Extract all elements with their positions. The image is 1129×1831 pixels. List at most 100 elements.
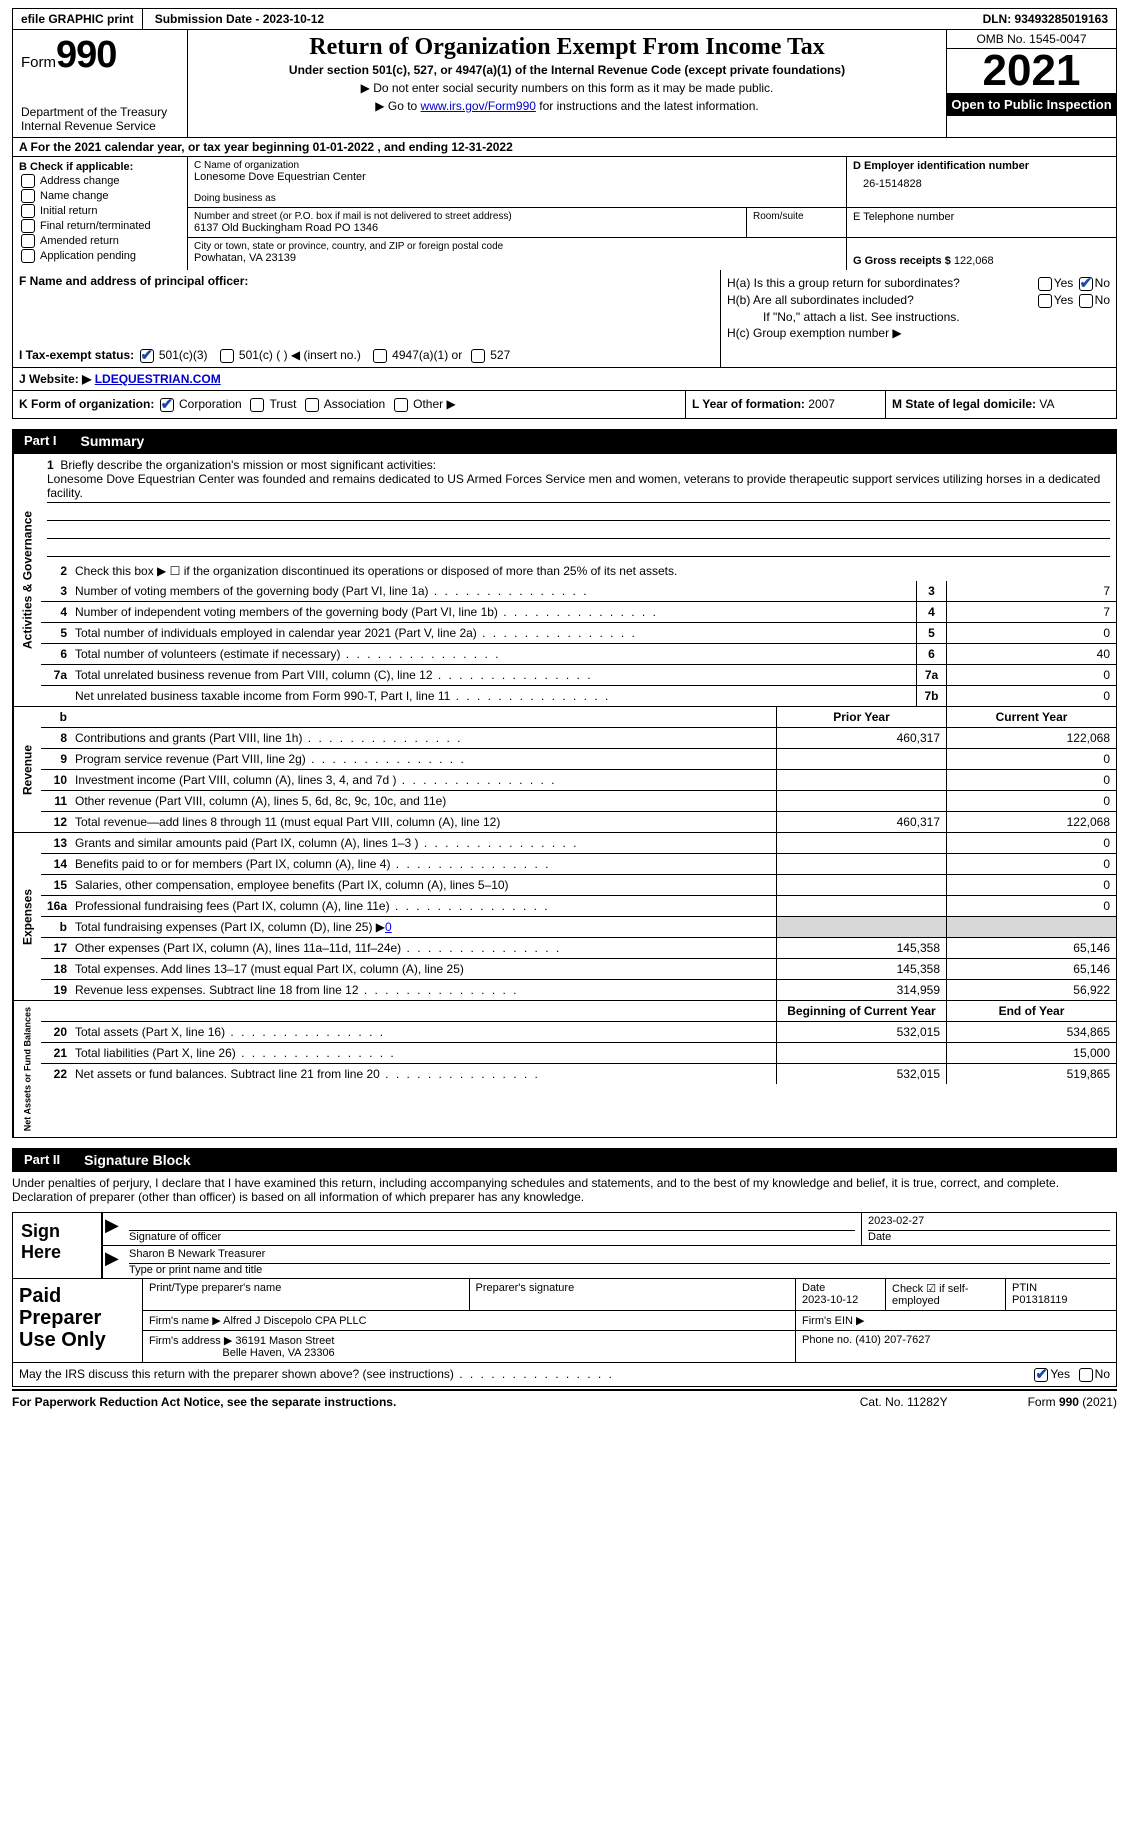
sig-date-label: Date bbox=[868, 1231, 1110, 1243]
efile-print-button[interactable]: efile GRAPHIC print bbox=[13, 9, 143, 29]
opt-initial-return[interactable]: Initial return bbox=[19, 204, 181, 218]
arrow-icon: ▶ bbox=[103, 1213, 123, 1245]
tab-net-assets: Net Assets or Fund Balances bbox=[13, 1001, 41, 1137]
public-inspection-badge: Open to Public Inspection bbox=[947, 93, 1116, 116]
ha-no[interactable] bbox=[1079, 277, 1093, 291]
v3: 7 bbox=[946, 581, 1116, 601]
box-g-label: G Gross receipts $ bbox=[853, 255, 951, 267]
footer-cat: Cat. No. 11282Y bbox=[860, 1395, 948, 1409]
chk-corp[interactable] bbox=[160, 398, 174, 412]
revenue-block: Revenue bPrior YearCurrent Year 8Contrib… bbox=[12, 707, 1117, 833]
paid-preparer-block: Paid Preparer Use Only Print/Type prepar… bbox=[12, 1279, 1117, 1363]
chk-assoc[interactable] bbox=[305, 398, 319, 412]
hc-label: H(c) Group exemption number ▶ bbox=[727, 326, 1110, 340]
officer-name: Sharon B Newark Treasurer bbox=[129, 1248, 1110, 1264]
form-note-2: ▶ Go to www.irs.gov/Form990 for instruct… bbox=[196, 99, 938, 113]
dln-label: DLN: 93493285019163 bbox=[975, 9, 1116, 29]
l3: Number of voting members of the governin… bbox=[71, 581, 916, 601]
chk-4947[interactable] bbox=[373, 349, 387, 363]
l7a: Total unrelated business revenue from Pa… bbox=[71, 665, 916, 685]
hb-note: If "No," attach a list. See instructions… bbox=[727, 310, 1110, 324]
row-f-h: F Name and address of principal officer:… bbox=[12, 270, 1117, 368]
footer-right: Form 990 (2021) bbox=[1028, 1395, 1117, 1409]
chk-527[interactable] bbox=[471, 349, 485, 363]
page-footer: For Paperwork Reduction Act Notice, see … bbox=[12, 1389, 1117, 1413]
website-link[interactable]: LDEQUESTRIAN.COM bbox=[95, 372, 221, 386]
section-b-to-g: B Check if applicable: Address change Na… bbox=[12, 157, 1117, 270]
opt-app-pending[interactable]: Application pending bbox=[19, 249, 181, 263]
v6: 40 bbox=[946, 644, 1116, 664]
state-domicile: VA bbox=[1039, 397, 1054, 411]
sig-date-value: 2023-02-27 bbox=[868, 1215, 1110, 1231]
chk-other[interactable] bbox=[394, 398, 408, 412]
prep-sig-label: Preparer's signature bbox=[470, 1279, 797, 1310]
v7a: 0 bbox=[946, 665, 1116, 685]
ein-value: 26-1514828 bbox=[853, 178, 1110, 190]
discuss-yes[interactable] bbox=[1034, 1368, 1048, 1382]
ha-yes[interactable] bbox=[1038, 277, 1052, 291]
box-c-name-label: C Name of organization bbox=[194, 160, 840, 171]
opt-final-return[interactable]: Final return/terminated bbox=[19, 219, 181, 233]
hdr-prior: Prior Year bbox=[776, 707, 946, 727]
prep-name-label: Print/Type preparer's name bbox=[143, 1279, 470, 1310]
net-assets-block: Net Assets or Fund Balances Beginning of… bbox=[12, 1001, 1117, 1138]
part-2-header: Part II Signature Block bbox=[12, 1148, 1117, 1172]
street-address: 6137 Old Buckingham Road PO 1346 bbox=[194, 222, 740, 234]
chk-trust[interactable] bbox=[250, 398, 264, 412]
firm-phone: (410) 207-7627 bbox=[855, 1334, 930, 1346]
v4: 7 bbox=[946, 602, 1116, 622]
arrow-icon: ▶ bbox=[103, 1246, 123, 1278]
row-i-tax-status: I Tax-exempt status: 501(c)(3) 501(c) ( … bbox=[19, 348, 714, 363]
opt-amended-return[interactable]: Amended return bbox=[19, 234, 181, 248]
form-subtitle: Under section 501(c), 527, or 4947(a)(1)… bbox=[196, 63, 938, 77]
expenses-block: Expenses 13Grants and similar amounts pa… bbox=[12, 833, 1117, 1001]
opt-address-change[interactable]: Address change bbox=[19, 174, 181, 188]
row-a-period: A For the 2021 calendar year, or tax yea… bbox=[12, 138, 1117, 157]
room-label: Room/suite bbox=[753, 211, 840, 222]
activities-governance-block: Activities & Governance 1 Briefly descri… bbox=[12, 453, 1117, 707]
row-klm: K Form of organization: Corporation Trus… bbox=[12, 391, 1117, 419]
l4: Number of independent voting members of … bbox=[71, 602, 916, 622]
form-header: Form990 Department of the Treasury Inter… bbox=[12, 30, 1117, 138]
part-1-header: Part I Summary bbox=[12, 429, 1117, 453]
hb-label: H(b) Are all subordinates included? bbox=[727, 293, 914, 307]
self-employed-check[interactable]: Check ☑ if self-employed bbox=[886, 1279, 1006, 1310]
addr-label: Number and street (or P.O. box if mail i… bbox=[194, 211, 740, 222]
org-name: Lonesome Dove Equestrian Center bbox=[194, 171, 840, 183]
hb-no[interactable] bbox=[1079, 294, 1093, 308]
discuss-no[interactable] bbox=[1079, 1368, 1093, 1382]
fundraising-link[interactable]: 0 bbox=[385, 920, 392, 934]
chk-501c3[interactable] bbox=[140, 349, 154, 363]
sig-officer-label: Signature of officer bbox=[129, 1231, 855, 1243]
form-title: Return of Organization Exempt From Incom… bbox=[196, 34, 938, 61]
city-value: Powhatan, VA 23139 bbox=[194, 252, 840, 264]
firm-addr2: Belle Haven, VA 23306 bbox=[222, 1347, 334, 1359]
prep-date: 2023-10-12 bbox=[802, 1294, 858, 1306]
box-f-label: F Name and address of principal officer: bbox=[19, 274, 714, 288]
opt-name-change[interactable]: Name change bbox=[19, 189, 181, 203]
chk-501c[interactable] bbox=[220, 349, 234, 363]
signature-intro: Under penalties of perjury, I declare th… bbox=[12, 1172, 1117, 1208]
gross-receipts: 122,068 bbox=[954, 255, 994, 267]
ha-label: H(a) Is this a group return for subordin… bbox=[727, 276, 960, 290]
box-d-label: D Employer identification number bbox=[853, 160, 1110, 172]
mission-text: Lonesome Dove Equestrian Center was foun… bbox=[47, 472, 1110, 503]
city-label: City or town, state or province, country… bbox=[194, 241, 840, 252]
box-b-label: B Check if applicable: bbox=[19, 161, 181, 173]
dba-label: Doing business as bbox=[194, 193, 840, 204]
footer-left: For Paperwork Reduction Act Notice, see … bbox=[12, 1395, 396, 1409]
irs-link[interactable]: www.irs.gov/Form990 bbox=[421, 99, 536, 113]
sign-here-block: Sign Here ▶ Signature of officer 2023-02… bbox=[12, 1212, 1117, 1279]
discuss-row: May the IRS discuss this return with the… bbox=[12, 1363, 1117, 1387]
row-j-website: J Website: ▶ LDEQUESTRIAN.COM bbox=[12, 368, 1117, 391]
dept-label-1: Department of the Treasury bbox=[21, 105, 179, 119]
l5: Total number of individuals employed in … bbox=[71, 623, 916, 643]
tax-year: 2021 bbox=[947, 49, 1116, 93]
firm-addr1: 36191 Mason Street bbox=[235, 1335, 334, 1347]
top-toolbar: efile GRAPHIC print Submission Date - 20… bbox=[12, 8, 1117, 30]
hb-yes[interactable] bbox=[1038, 294, 1052, 308]
name-title-label: Type or print name and title bbox=[129, 1264, 1110, 1276]
ptin-value: P01318119 bbox=[1012, 1294, 1067, 1306]
paid-preparer-label: Paid Preparer Use Only bbox=[13, 1279, 143, 1362]
box-e-label: E Telephone number bbox=[853, 211, 1110, 223]
